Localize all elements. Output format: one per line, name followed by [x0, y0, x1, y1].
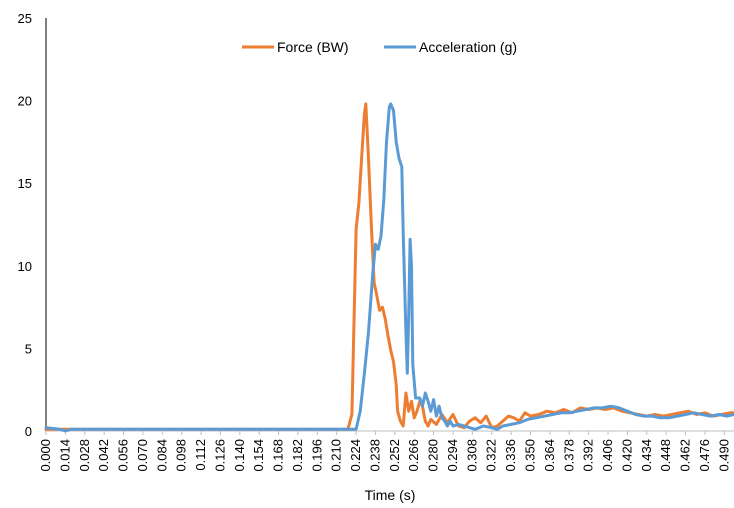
legend: Force (BW) Acceleration (g) [242, 39, 517, 55]
x-tick-label: 0.322 [484, 439, 499, 472]
x-tick-label: 0.364 [542, 439, 557, 472]
x-tick-label: 0.448 [658, 439, 673, 472]
legend-label-force: Force (BW) [277, 39, 349, 55]
x-tick-label: 0.350 [523, 439, 538, 472]
x-tick-label: 0.406 [600, 439, 615, 472]
x-tick-label: 0.294 [445, 439, 460, 472]
x-tick-label: 0.308 [464, 439, 479, 472]
x-tick-label: 0.252 [387, 439, 402, 472]
y-tick-label: 0 [25, 424, 32, 439]
x-tick-label: 0.420 [619, 439, 634, 472]
x-tick-label: 0.224 [348, 439, 363, 472]
x-tick-label: 0.238 [367, 439, 382, 472]
x-tick-label: 0.056 [116, 439, 131, 472]
x-tick-label: 0.014 [57, 439, 72, 472]
x-tick-label: 0.154 [251, 439, 266, 472]
x-tick-label: 0.210 [329, 439, 344, 472]
x-axis-ticks: 0.000 0.014 0.028 0.042 0.056 0.070 0.084 0.098… [38, 431, 731, 472]
y-tick-label: 5 [25, 341, 32, 356]
x-tick-label: 0.140 [232, 439, 247, 472]
x-tick-label: 0.042 [96, 439, 111, 472]
x-axis-title: Time (s) [365, 487, 416, 503]
x-tick-label: 0.392 [581, 439, 596, 472]
y-axis-ticks: 0 5 10 15 20 25 [18, 11, 32, 439]
x-tick-label: 0.000 [38, 439, 53, 472]
x-tick-label: 0.266 [406, 439, 421, 472]
y-tick-label: 20 [18, 94, 32, 109]
x-tick-label: 0.126 [212, 439, 227, 472]
y-tick-label: 25 [18, 11, 32, 26]
x-tick-label: 0.112 [193, 439, 208, 471]
y-tick-label: 10 [18, 259, 32, 274]
x-tick-label: 0.280 [426, 439, 441, 472]
x-tick-label: 0.084 [154, 439, 169, 472]
x-tick-label: 0.378 [561, 439, 576, 472]
x-tick-label: 0.098 [174, 439, 189, 472]
x-tick-label: 0.196 [309, 439, 324, 472]
x-tick-label: 0.490 [716, 439, 731, 472]
series-line-acceleration [44, 102, 734, 433]
legend-label-acceleration: Acceleration (g) [419, 39, 517, 55]
x-tick-label: 0.168 [271, 439, 286, 472]
x-tick-label: 0.182 [290, 439, 305, 472]
series-lines [44, 102, 734, 433]
x-tick-label: 0.462 [678, 439, 693, 472]
x-tick-label: 0.434 [639, 439, 654, 472]
series-line-force [44, 102, 734, 431]
y-tick-label: 15 [18, 176, 32, 191]
x-tick-label: 0.070 [135, 439, 150, 472]
x-tick-label: 0.476 [697, 439, 712, 472]
x-tick-label: 0.028 [77, 439, 92, 472]
x-tick-label: 0.336 [503, 439, 518, 472]
